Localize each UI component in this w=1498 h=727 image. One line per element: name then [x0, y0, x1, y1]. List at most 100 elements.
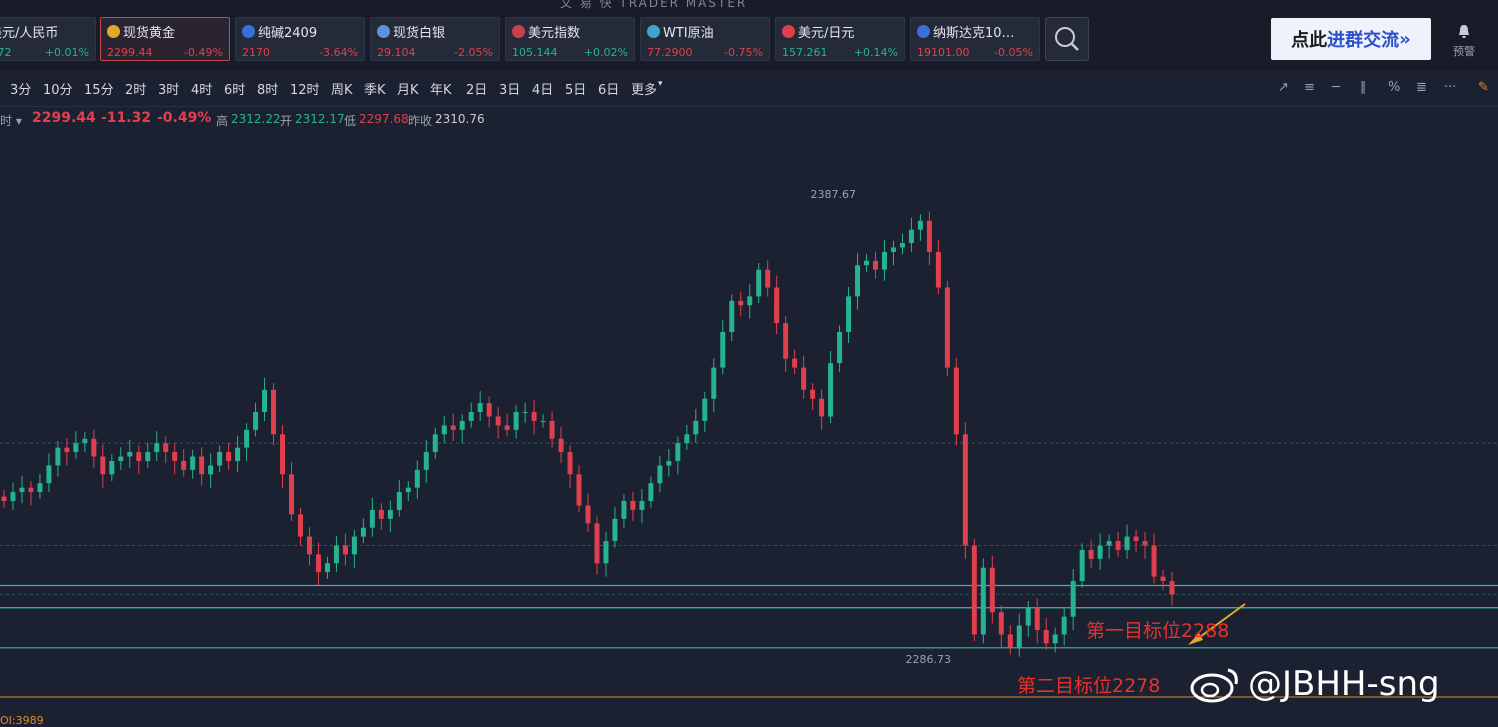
candle-body	[657, 465, 663, 484]
ticker-change: -0.75%	[724, 46, 763, 59]
candle-body	[1034, 607, 1040, 631]
more-tools-icon[interactable]: ···	[1444, 80, 1457, 95]
candle-body	[486, 403, 492, 417]
candle-body	[118, 456, 124, 461]
second-target-annotation: 第二目标位2278	[1017, 675, 1161, 697]
ticker-5[interactable]: WTI原油 77.2900 -0.75%	[640, 17, 770, 61]
edit-tool-icon[interactable]: ✎	[1478, 80, 1489, 95]
candle-body	[37, 483, 43, 493]
min-price-label: 2286.73	[906, 653, 952, 666]
quote-summary: 时 ▾ 2299.44 -11.32 -0.49% 高 2312.22 开 23…	[0, 106, 1498, 134]
candle-body	[864, 260, 870, 266]
timeframe-14[interactable]: 3日	[499, 83, 521, 98]
period-selector[interactable]: 时 ▾	[0, 114, 22, 128]
more-dropdown-icon[interactable]: ▾	[658, 79, 663, 89]
open-value: 2312.17	[295, 112, 345, 126]
ruler-tool-icon[interactable]: ≣	[1416, 80, 1427, 95]
timeframe-8[interactable]: 12时	[290, 83, 320, 98]
candle-body	[783, 323, 789, 359]
timeframe-12[interactable]: 年K	[430, 83, 452, 98]
ticker-price: 157.261	[782, 46, 828, 59]
ticker-change: -2.05%	[454, 46, 493, 59]
timeframe-2[interactable]: 15分	[84, 83, 114, 98]
candle-body	[127, 452, 133, 457]
timeframe-10[interactable]: 季K	[364, 83, 386, 98]
candle-body	[594, 523, 600, 564]
alarm-button[interactable]: 预警	[1450, 24, 1478, 59]
timeframe-16[interactable]: 5日	[565, 83, 587, 98]
ticker-4[interactable]: 美元指数 105.144 +0.02%	[505, 17, 635, 61]
candle-body	[855, 265, 861, 297]
percent-tool-icon[interactable]: %	[1388, 80, 1401, 95]
candle-body	[621, 501, 627, 519]
candlestick-chart[interactable]: 2387.67 2286.73	[0, 134, 1498, 714]
search-button[interactable]	[1045, 17, 1089, 61]
ticker-name: WTI原油	[663, 26, 714, 41]
join-group-banner[interactable]: 点此 进群交流 »	[1271, 18, 1431, 60]
candle-body	[306, 536, 312, 555]
ticker-1[interactable]: 现货黄金 2299.44 -0.49%	[100, 17, 230, 61]
candle-body	[747, 296, 753, 306]
candle-body	[100, 456, 106, 475]
us-flag-icon	[512, 25, 525, 38]
candle-body	[351, 536, 357, 555]
candle-body	[315, 554, 321, 573]
candle-body	[289, 474, 295, 515]
parallel-lines-tool-icon[interactable]: ∥	[1360, 80, 1367, 95]
ticker-price: 2170	[242, 46, 270, 59]
candle-body	[1016, 625, 1022, 648]
timeframe-13[interactable]: 2日	[466, 83, 488, 98]
timeframe-18[interactable]: 更多	[631, 83, 658, 98]
fibonacci-tool-icon[interactable]: ≡	[1304, 80, 1315, 95]
bar-chart-icon	[242, 25, 255, 38]
arrow-line-tool-icon[interactable]: ↗	[1278, 80, 1289, 95]
ticker-0[interactable]: 美元/人民币 7.2572 +0.01%	[0, 17, 96, 61]
ticker-6[interactable]: 美元/日元 157.261 +0.14%	[775, 17, 905, 61]
timeframe-4[interactable]: 3时	[158, 83, 180, 98]
candle-body	[145, 452, 151, 461]
ticker-2[interactable]: 纯碱2409 2170 -3.64%	[235, 17, 365, 61]
candle-body	[1061, 616, 1067, 635]
candle-body	[369, 509, 375, 528]
candle-body	[136, 452, 142, 461]
candle-body	[720, 331, 726, 368]
candle-body	[558, 438, 564, 453]
ticker-name: 美元/日元	[798, 26, 855, 41]
candle-body	[684, 434, 690, 444]
candle-body	[504, 425, 510, 430]
ticker-price: 2299.44	[107, 46, 153, 59]
ticker-7[interactable]: 纳斯达克10… 19101.00 -0.05%	[910, 17, 1040, 61]
candle-body	[172, 452, 178, 461]
timeframe-6[interactable]: 6时	[224, 83, 246, 98]
horizontal-line-tool-icon[interactable]: ─	[1332, 80, 1340, 95]
timeframe-1[interactable]: 10分	[43, 83, 73, 98]
candle-body	[513, 412, 519, 430]
ticker-3[interactable]: 现货白银 29.104 -2.05%	[370, 17, 500, 61]
ticker-price: 19101.00	[917, 46, 970, 59]
candle-body	[576, 474, 582, 506]
candle-body	[828, 363, 834, 417]
candle-body	[495, 416, 501, 426]
candle-body	[1151, 545, 1157, 577]
timeframe-11[interactable]: 月K	[397, 83, 419, 98]
timeframe-toolbar: 3分 10分 15分 2时 3时 4时 6时 8时 12时 周K 季K 月K 年K 2日 3日 4日 5日 6日更…	[0, 70, 1498, 107]
candle-body	[666, 460, 672, 466]
ticker-change: -0.05%	[994, 46, 1033, 59]
timeframe-3[interactable]: 2时	[125, 83, 147, 98]
prev-close-value: 2310.76	[435, 112, 485, 126]
candle-body	[756, 269, 762, 297]
ticker-change: +0.14%	[853, 46, 898, 59]
timeframe-15[interactable]: 4日	[532, 83, 554, 98]
candle-body	[1052, 634, 1058, 644]
timeframe-9[interactable]: 周K	[331, 83, 353, 98]
timeframe-5[interactable]: 4时	[191, 83, 213, 98]
candle-body	[405, 487, 411, 493]
candle-body	[217, 452, 223, 466]
candle-body	[154, 443, 160, 453]
high-value: 2312.22	[231, 112, 281, 126]
candle-body	[1088, 549, 1094, 559]
ticker-name: 现货黄金	[123, 26, 176, 41]
timeframe-7[interactable]: 8时	[257, 83, 279, 98]
timeframe-0[interactable]: 3分	[10, 83, 32, 98]
timeframe-17[interactable]: 6日	[598, 83, 620, 98]
